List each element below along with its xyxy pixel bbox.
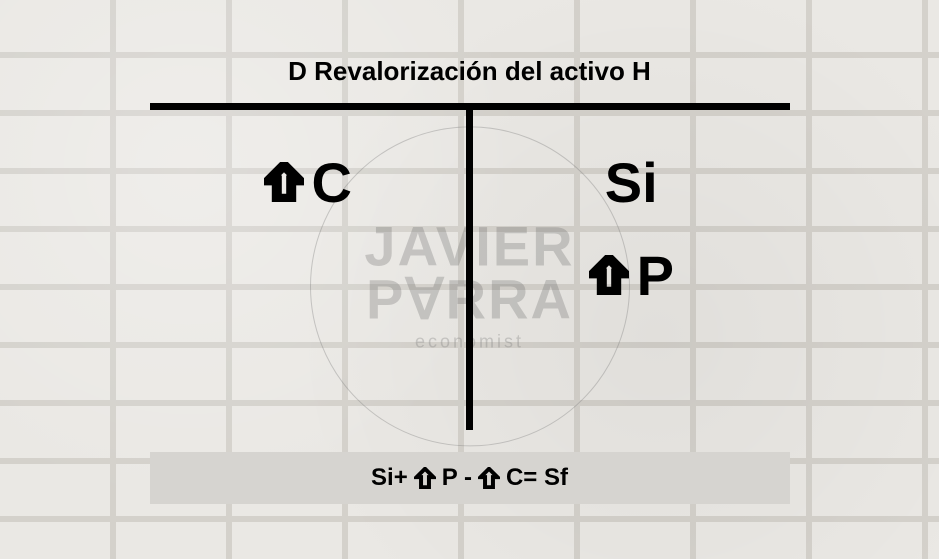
up-arrow-icon — [589, 255, 629, 295]
entry: C — [264, 150, 352, 215]
credit-column: Si P — [473, 110, 790, 430]
up-arrow-icon — [478, 467, 500, 489]
diagram-title: D Revalorización del activo H — [150, 56, 790, 87]
up-arrow-icon — [264, 162, 304, 202]
formula-bar: Si+ P - C= Sf — [150, 452, 790, 504]
debit-column: C — [150, 110, 467, 430]
entry: Si — [605, 150, 658, 215]
entry-label: Si — [605, 150, 658, 215]
t-account-frame: C Si P — [150, 103, 790, 430]
t-account-diagram: D Revalorización del activo H C Si P Si+… — [150, 56, 790, 504]
up-arrow-icon — [414, 467, 436, 489]
formula-text: C= Sf — [506, 464, 568, 492]
entry-label: P — [637, 243, 674, 308]
t-divider — [466, 110, 473, 430]
formula-text: P - — [442, 464, 472, 492]
entry: P — [589, 243, 674, 308]
formula-text: Si+ — [371, 464, 408, 492]
entry-label: C — [312, 150, 352, 215]
